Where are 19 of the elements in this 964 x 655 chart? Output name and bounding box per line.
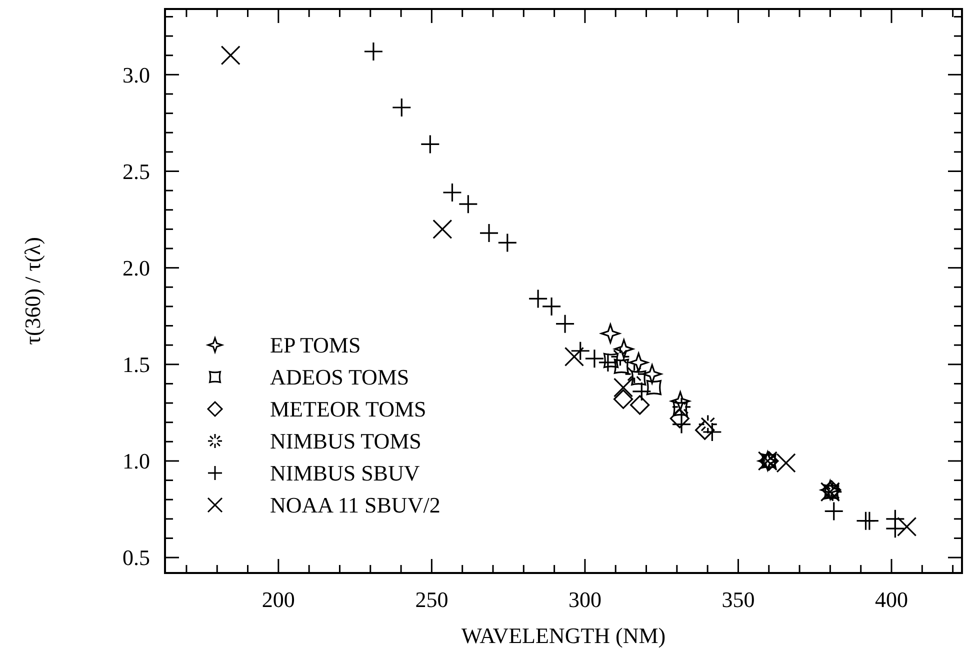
legend-label: NIMBUS TOMS [270,428,422,454]
x-tick-label: 250 [415,587,448,612]
x-tick-label: 200 [262,587,295,612]
x-tick-label: 350 [722,587,755,612]
legend-label: METEOR TOMS [270,396,426,422]
y-tick-label: 0.5 [122,545,150,570]
legend-label: ADEOS TOMS [270,364,410,390]
y-tick-label: 1.5 [122,352,150,378]
x-tick-label: 400 [874,587,908,612]
legend-label: NOAA 11 SBUV/2 [270,492,440,518]
legend-label: EP TOMS [270,332,361,358]
y-tick-label: 3.0 [122,62,150,88]
y-axis-title: τ(360) / τ(λ) [20,237,45,345]
y-tick-label: 2.0 [122,256,150,281]
y-tick-label: 2.5 [122,158,150,184]
y-tick-label: 1.0 [122,448,150,474]
x-tick-label: 300 [568,587,602,612]
legend-label: NIMBUS SBUV [270,460,420,486]
x-axis-title: WAVELENGTH (NM) [461,623,666,648]
